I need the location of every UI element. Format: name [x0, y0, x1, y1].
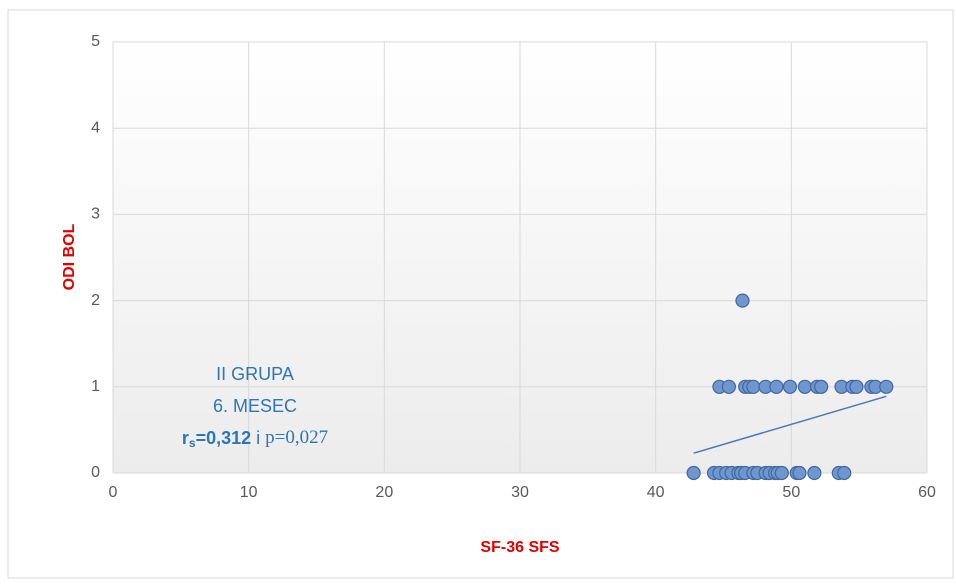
- annotation-line: 6. MESEC: [213, 396, 297, 416]
- y-tick-label: 1: [91, 378, 100, 395]
- y-tick-label: 3: [91, 206, 100, 223]
- point: [814, 379, 829, 394]
- point: [721, 379, 737, 394]
- point: [837, 465, 852, 481]
- point: [792, 465, 807, 481]
- conjunction: i: [251, 428, 265, 448]
- point: [769, 379, 784, 394]
- p-value: p=0,027: [265, 427, 328, 448]
- point: [746, 379, 761, 394]
- r-subscript: s: [189, 436, 196, 450]
- r-value: =0,312: [196, 428, 252, 448]
- x-tick-label: 20: [375, 484, 393, 501]
- y-tick-label: 4: [91, 119, 100, 136]
- r-symbol: r: [182, 428, 189, 448]
- annotation-stat: rs=0,312 i p=0,027: [182, 427, 328, 450]
- x-tick-label: 40: [647, 484, 665, 501]
- x-tick-label: 50: [782, 484, 800, 501]
- point: [782, 379, 798, 394]
- point: [849, 379, 864, 394]
- point: [807, 465, 822, 481]
- y-tick-label: 5: [91, 33, 100, 50]
- point: [797, 379, 813, 394]
- x-tick-label: 30: [511, 484, 529, 501]
- annotation-line: II GRUPA: [216, 364, 294, 384]
- trendline: [693, 395, 887, 454]
- point: [879, 379, 894, 394]
- point: [735, 293, 750, 308]
- annotation: II GRUPA 6. MESEC rs=0,312 i p=0,027: [182, 364, 328, 450]
- x-tick-label: 60: [918, 484, 936, 501]
- point: [774, 465, 789, 481]
- x-tick-label: 10: [240, 484, 258, 501]
- y-tick-label: 0: [91, 464, 100, 481]
- x-axis-label: SF-36 SFS: [480, 539, 559, 556]
- y-axis-label: ODI BOL: [61, 223, 78, 290]
- x-tick-label: 0: [109, 484, 118, 501]
- point: [686, 465, 701, 481]
- y-tick-label: 2: [91, 292, 100, 309]
